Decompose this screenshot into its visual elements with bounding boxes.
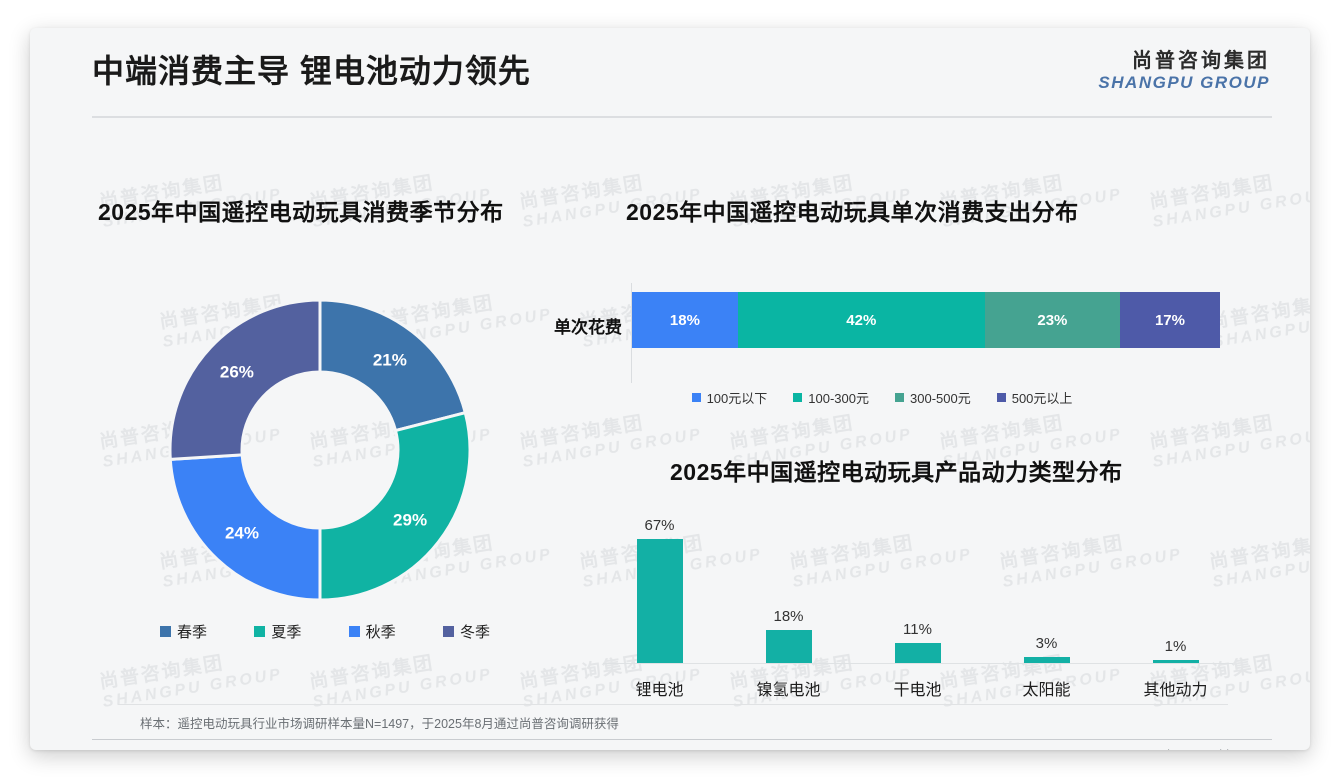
legend-item[interactable]: 夏季	[254, 621, 301, 642]
legend-swatch-icon	[160, 626, 171, 637]
bar-category-label: 镍氢电池	[756, 682, 821, 699]
donut-slice-label: 21%	[373, 350, 407, 369]
donut-chart-svg: 21% 29% 24% 26%	[168, 298, 472, 602]
legend-label: 100元以下	[706, 391, 768, 406]
stacked-bar-segment[interactable]: 17%	[1120, 292, 1220, 348]
bar-chart-x-axis-labels: 锂电池 镍氢电池 干电池 太阳能 其他动力	[595, 676, 1240, 700]
brand-name-en: SHANGPU GROUP	[1098, 73, 1270, 92]
donut-slice[interactable]	[318, 298, 468, 433]
legend-item[interactable]: 秋季	[348, 621, 396, 642]
bar-value-label: 1%	[1164, 638, 1187, 655]
legend-swatch-icon	[348, 626, 360, 637]
legend-label: 500元以上	[1011, 391, 1073, 406]
legend-swatch-icon	[254, 626, 266, 637]
page-title: 中端消费主导 锂电池动力领先	[92, 53, 531, 89]
bar-rect[interactable]	[765, 629, 812, 663]
slide-header: 中端消费主导 锂电池动力领先 尚普咨询集团 SHANGPU GROUP	[30, 28, 1310, 118]
legend-label: 100-300元	[808, 391, 869, 406]
legend-item[interactable]: 500元以上	[996, 388, 1073, 407]
stacked-bar-category-label: 单次花费	[554, 318, 622, 337]
bar-rect[interactable]	[894, 642, 941, 663]
legend-label: 春季	[177, 624, 208, 641]
bar-value-label: 3%	[1035, 635, 1058, 653]
bar-column[interactable]: 11%	[853, 508, 982, 663]
bar-rect[interactable]	[1152, 660, 1199, 663]
legend-label: 秋季	[365, 624, 396, 641]
footnote-text: 样本：遥控电动玩具行业市场调研样本量N=1497，于2025年8月通过尚普咨询调…	[140, 717, 619, 731]
footer-copyright: ©2025.10 SHANGPU GROUP	[92, 748, 261, 750]
stacked-bar-segment[interactable]: 18%	[632, 292, 738, 348]
legend-item[interactable]: 100元以下	[691, 388, 768, 407]
donut-slice-label: 24%	[225, 524, 259, 543]
legend-swatch-icon	[691, 393, 701, 402]
footnote-divider	[118, 704, 1228, 705]
legend-item[interactable]: 冬季	[442, 621, 490, 642]
stacked-bar-track: 18% 42% 23% 17%	[632, 292, 1220, 348]
legend-item[interactable]: 春季	[160, 621, 207, 642]
donut-slice[interactable]	[318, 410, 472, 602]
brand-name-cn: 尚普咨询集团	[1132, 50, 1270, 72]
brand-logo: 尚普咨询集团 SHANGPU GROUP	[1098, 50, 1270, 93]
footer-divider	[92, 739, 1272, 740]
legend-swatch-icon	[442, 626, 454, 637]
bar-value-label: 18%	[773, 607, 804, 625]
donut-chart-title: 2025年中国遥控电动玩具消费季节分布	[98, 199, 504, 225]
donut-chart-legend: 春季 夏季 秋季 冬季	[160, 621, 490, 642]
legend-swatch-icon	[793, 393, 803, 402]
bar-value-label: 11%	[903, 620, 932, 638]
bar-column[interactable]: 3%	[982, 508, 1111, 663]
donut-slice-label: 29%	[393, 510, 427, 529]
legend-label: 300-500元	[910, 391, 971, 406]
stacked-bar-axis-line	[631, 283, 632, 383]
donut-slice[interactable]	[168, 453, 322, 602]
bar-category-label: 干电池	[893, 682, 942, 699]
bar-category-label: 锂电池	[635, 682, 684, 699]
bar-column[interactable]: 1%	[1111, 508, 1240, 663]
bar-column[interactable]: 18%	[724, 508, 853, 663]
slide-card: 尚普咨询集团 SHANGPU GROUP 尚普咨询集团 SHANGPU GROUP 尚普…	[30, 28, 1310, 750]
legend-swatch-icon	[895, 393, 904, 402]
stacked-bar-legend: 100元以下 100-300元 300-500元 500元以上	[622, 388, 1142, 407]
bar-chart-title: 2025年中国遥控电动玩具产品动力类型分布	[670, 459, 1123, 485]
legend-item[interactable]: 300-500元	[895, 388, 971, 407]
stacked-bar-title: 2025年中国遥控电动玩具单次消费支出分布	[626, 199, 1079, 225]
donut-chart: 21% 29% 24% 26%	[160, 290, 480, 610]
legend-label: 夏季	[271, 624, 302, 641]
bar-chart: 67% 18% 11% 3% 1% 锂电池 镍氢电池 干电池 太阳能 其他动力	[595, 508, 1240, 708]
header-divider	[92, 116, 1272, 118]
donut-slice-label: 26%	[220, 362, 254, 381]
footer-website[interactable]: www.shangpu-china.com	[1131, 748, 1270, 750]
legend-item[interactable]: 100-300元	[793, 388, 869, 407]
bar-rect[interactable]	[1023, 657, 1070, 663]
bar-chart-baseline	[603, 663, 1233, 664]
stacked-bar-segment[interactable]: 23%	[984, 292, 1121, 348]
bar-column[interactable]: 67%	[595, 508, 724, 663]
stacked-bar-chart: 单次花费 18% 42% 23% 17%	[530, 283, 1240, 393]
bar-category-label: 其他动力	[1143, 682, 1208, 699]
legend-swatch-icon	[996, 393, 1006, 402]
bar-rect[interactable]	[636, 539, 683, 663]
bar-chart-plot-area: 67% 18% 11% 3% 1%	[595, 508, 1240, 663]
bar-value-label: 67%	[644, 517, 675, 534]
stacked-bar-segment[interactable]: 42%	[737, 292, 985, 348]
bar-category-label: 太阳能	[1022, 682, 1071, 699]
legend-label: 冬季	[459, 624, 490, 641]
donut-slice[interactable]	[168, 298, 322, 462]
